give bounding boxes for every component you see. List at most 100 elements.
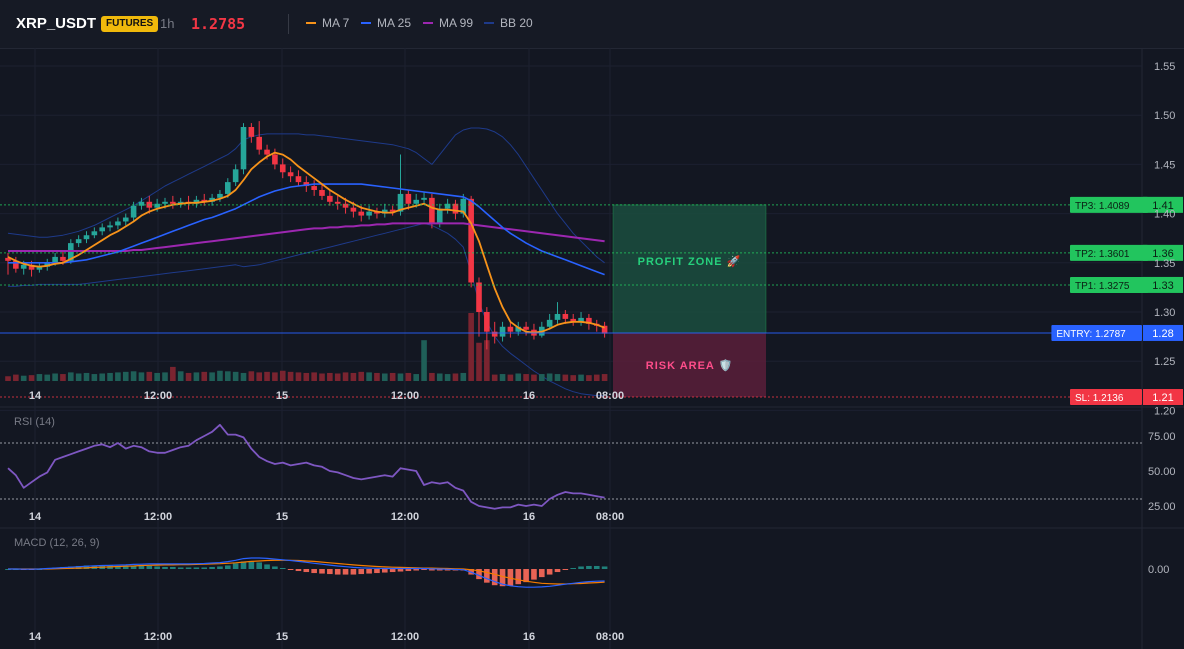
volume-bar bbox=[382, 373, 388, 381]
volume-bar bbox=[256, 372, 262, 381]
legend-ma99-label: MA 99 bbox=[439, 16, 474, 30]
level-label-box bbox=[1070, 196, 1149, 213]
macd-histogram-bar bbox=[586, 565, 592, 569]
candle-body bbox=[170, 201, 176, 204]
level-price: 1.33 bbox=[1152, 280, 1173, 292]
volume-bar bbox=[177, 371, 184, 381]
candle-body bbox=[444, 203, 451, 209]
chart-canvas[interactable]: PROFIT ZONE 🚀 RISK AREA 🛡️ TP3: 1.4089 1.4… bbox=[0, 48, 1184, 649]
candle-body bbox=[546, 319, 553, 327]
level-price-box bbox=[1143, 196, 1183, 213]
macd-histogram-bar bbox=[193, 567, 200, 569]
macd-histogram-bar bbox=[115, 565, 121, 569]
symbol-label[interactable]: XRP_USDT bbox=[16, 15, 97, 32]
macd-histogram-bar bbox=[319, 569, 325, 574]
macd-histogram-bar bbox=[287, 569, 294, 570]
profit-zone-label: PROFIT ZONE 🚀 bbox=[638, 255, 742, 268]
volume-bar bbox=[397, 373, 404, 381]
candle-body bbox=[515, 326, 522, 332]
macd-histogram-bar bbox=[5, 569, 11, 570]
candle-body bbox=[429, 197, 435, 224]
volume-bar bbox=[350, 372, 357, 381]
candle-body bbox=[36, 266, 43, 270]
x-tick: 08:00 bbox=[596, 631, 624, 643]
volume-bar bbox=[311, 372, 317, 381]
volume-bar bbox=[52, 373, 58, 381]
volume-bar bbox=[91, 374, 98, 381]
bb-upper-line bbox=[7, 127, 605, 264]
candle-body bbox=[256, 136, 262, 150]
x-tick: 16 bbox=[523, 511, 535, 523]
macd-panel: MACD (12, 26, 9) 0.00 14 12:00 15 12:00 16 08:0… bbox=[5, 537, 1169, 643]
volume-bar bbox=[264, 371, 270, 381]
price-tick: 1.40 bbox=[1154, 209, 1175, 221]
candle-body bbox=[44, 262, 51, 267]
legend-ma7[interactable]: MA 7 bbox=[306, 16, 349, 30]
ma25-line bbox=[8, 183, 605, 276]
price-tick: 1.55 bbox=[1154, 61, 1175, 73]
candle-body bbox=[366, 211, 372, 216]
level-label-box bbox=[1070, 389, 1142, 406]
timeframe-label[interactable]: 1h bbox=[160, 16, 175, 31]
volume-bar bbox=[154, 372, 160, 381]
candle-body bbox=[122, 217, 129, 222]
macd-histogram-bar bbox=[146, 565, 153, 569]
volume-bar bbox=[193, 372, 200, 381]
legend-ma25[interactable]: MA 25 bbox=[361, 16, 411, 30]
level-label-box bbox=[1051, 324, 1142, 341]
volume-bar bbox=[499, 374, 506, 381]
candle-body bbox=[28, 264, 35, 270]
profit-zone bbox=[612, 204, 767, 334]
legend-bb20[interactable]: BB 20 bbox=[484, 16, 533, 30]
macd-histogram-bar bbox=[201, 567, 208, 569]
candle-body bbox=[397, 193, 404, 212]
candle-body bbox=[578, 317, 584, 322]
volume-bar bbox=[60, 374, 66, 381]
candle-body bbox=[75, 239, 82, 244]
macd-histogram-bar bbox=[546, 569, 553, 575]
moving-averages bbox=[7, 151, 605, 334]
macd-histogram-bar bbox=[350, 569, 357, 575]
candle-body bbox=[248, 127, 255, 137]
macd-histogram-bar bbox=[217, 566, 223, 569]
candle-body bbox=[130, 205, 137, 218]
candle-body bbox=[389, 209, 396, 212]
candle-body bbox=[484, 312, 490, 332]
macd-histogram-bar bbox=[295, 569, 302, 572]
level-price-box bbox=[1143, 276, 1183, 293]
volume-bar bbox=[272, 372, 278, 381]
candlesticks bbox=[5, 121, 608, 350]
x-tick: 12:00 bbox=[391, 511, 419, 523]
volume-bar bbox=[578, 374, 584, 381]
candle-body bbox=[342, 203, 349, 208]
x-tick: 15 bbox=[276, 390, 288, 402]
volume-bar bbox=[28, 375, 35, 381]
macd-histogram-bar bbox=[83, 565, 90, 569]
level-price-box bbox=[1143, 324, 1183, 341]
macd-histogram-bar bbox=[562, 569, 569, 570]
volume-bar bbox=[342, 372, 349, 381]
candle-body bbox=[99, 227, 105, 232]
price-tick: 1.50 bbox=[1154, 110, 1175, 122]
macd-histogram-bar bbox=[327, 569, 333, 575]
legend-ma99[interactable]: MA 99 bbox=[423, 16, 473, 30]
volume-bar bbox=[279, 370, 286, 381]
macd-histogram-bar bbox=[279, 567, 286, 569]
ma99-line bbox=[8, 222, 605, 252]
volume-bar bbox=[83, 372, 90, 381]
candle-body bbox=[217, 193, 223, 198]
candle-body bbox=[358, 211, 365, 216]
macd-histogram-bar bbox=[209, 566, 215, 569]
volume-bar bbox=[593, 374, 600, 381]
volume-bar bbox=[546, 373, 553, 381]
volume-bar bbox=[436, 373, 443, 381]
price-tick: 1.45 bbox=[1154, 159, 1175, 171]
macd-histogram-bar bbox=[334, 569, 341, 575]
macd-histogram-bar bbox=[593, 565, 600, 569]
volume-bar bbox=[5, 376, 11, 381]
macd-histogram-bar bbox=[429, 569, 435, 571]
volume-bar bbox=[515, 373, 522, 381]
volume-bar bbox=[523, 374, 529, 381]
volume-bar bbox=[303, 372, 310, 381]
macd-histogram-bar bbox=[303, 569, 310, 573]
